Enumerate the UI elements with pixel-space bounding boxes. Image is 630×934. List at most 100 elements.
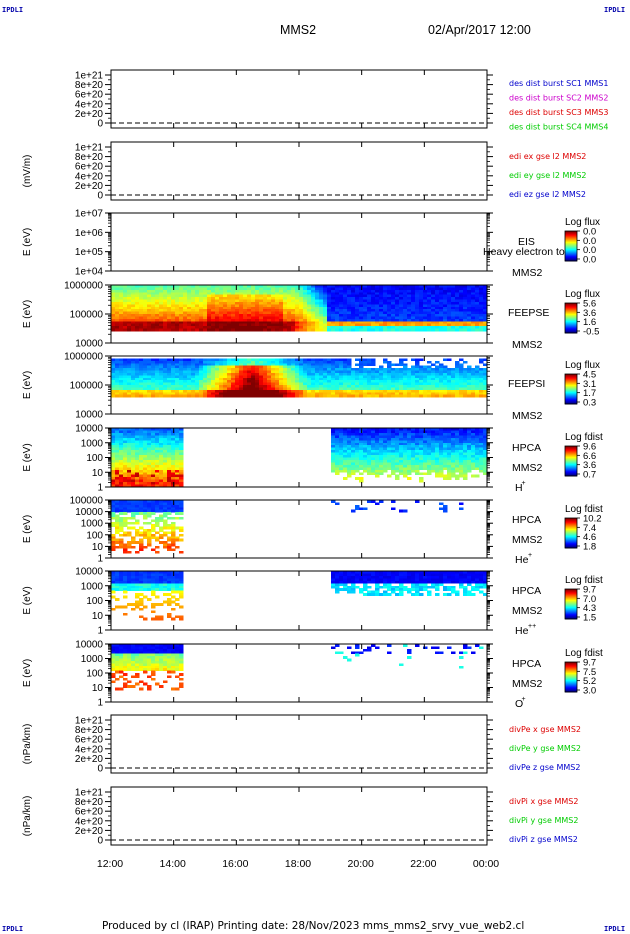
spectrogram-cell: [275, 392, 280, 396]
spectrogram-cell: [435, 360, 440, 364]
spectrogram-cell: [227, 372, 232, 376]
spectrogram-cell: [399, 311, 404, 315]
spectrogram-cell: [239, 301, 244, 305]
spectrogram-cell: [467, 394, 472, 398]
spectrogram-cell: [443, 289, 448, 293]
spectrogram-cell: [227, 285, 232, 288]
spectrogram-cell: [151, 328, 156, 332]
spectrogram-cell: [407, 301, 412, 305]
spectrogram-cell: [219, 370, 224, 374]
spectrogram-cell: [163, 394, 168, 398]
spectrogram-cell: [159, 394, 164, 398]
spectrogram-cell: [155, 377, 160, 381]
spectrogram-cell: [135, 363, 140, 367]
spectrogram-cell: [119, 477, 124, 481]
spectrogram-cell: [347, 459, 352, 463]
spectrogram-cell: [215, 385, 220, 388]
spectrogram-cell: [167, 323, 172, 327]
spectrogram-cell: [463, 328, 468, 332]
spectrogram-cell: [111, 294, 116, 298]
spectrogram-cell: [247, 316, 252, 320]
spectrogram-cell: [283, 326, 288, 329]
spectrogram-cell: [335, 459, 340, 463]
spectrogram-cell: [327, 363, 332, 367]
spectrogram-cell: [447, 447, 452, 451]
spectrogram-cell: [131, 477, 136, 481]
spectrogram-cell: [299, 318, 304, 322]
spectrogram-cell: [423, 375, 428, 379]
spectrogram-cell: [447, 382, 452, 386]
spectrogram-cell: [299, 309, 304, 312]
spectrogram-cell: [455, 477, 460, 481]
spectrogram-cell: [111, 437, 116, 441]
spectrogram-cell: [375, 437, 380, 441]
spectrogram-cell: [175, 304, 180, 308]
colorbar-step: [565, 305, 577, 307]
spectrogram-cell: [231, 382, 236, 386]
spectrogram-cell: [183, 301, 188, 305]
spectrogram-cell: [259, 287, 264, 291]
spectrogram-cell: [283, 360, 288, 364]
spectrogram-cell: [203, 323, 208, 327]
spectrogram-cell: [303, 318, 308, 322]
spectrogram-cell: [175, 311, 180, 315]
spectrogram-cell: [183, 311, 188, 315]
spectrogram-cell: [371, 385, 376, 388]
spectrogram-cell: [323, 309, 328, 312]
spectrogram-cell: [387, 385, 392, 388]
spectrogram-cell: [455, 455, 460, 458]
spectrogram-cell: [183, 326, 188, 329]
spectrogram-cell: [363, 435, 368, 439]
spectrogram-cell: [191, 363, 196, 367]
spectrogram-cell: [407, 389, 412, 393]
spectrogram-cell: [347, 450, 352, 453]
spectrogram-cell: [255, 358, 260, 362]
spectrogram-cell: [239, 306, 244, 310]
spectrogram-cell: [203, 289, 208, 293]
spectrogram-cell: [135, 382, 140, 386]
spectrogram-cell: [455, 311, 460, 315]
spectrogram-cell: [463, 309, 468, 312]
spectrogram-cell: [143, 432, 148, 436]
spectrogram-cell: [471, 323, 476, 327]
y-tick-label: 1: [97, 483, 103, 494]
spectrogram-cell: [131, 442, 136, 446]
spectrogram-cell: [247, 287, 252, 291]
spectrogram-cell: [335, 445, 340, 449]
spectrogram-cell: [175, 380, 180, 383]
spectrogram-cell: [299, 304, 304, 308]
spectrogram-cell: [395, 437, 400, 441]
spectrogram-cell: [471, 447, 476, 451]
spectrogram-cell: [399, 455, 404, 458]
spectrogram-cell: [199, 370, 204, 374]
spectrogram-cell: [243, 323, 248, 327]
spectrogram-cell: [479, 455, 484, 458]
spectrogram-cell: [195, 321, 200, 325]
spectrogram-cell: [339, 392, 344, 396]
spectrogram-cell: [231, 314, 236, 317]
spectrogram-cell: [287, 389, 292, 393]
spectrogram-cell: [111, 469, 116, 473]
spectrogram-cell: [383, 452, 388, 456]
spectrogram-cell: [379, 368, 384, 371]
spectrogram-cell: [443, 285, 448, 288]
spectrogram-cell: [235, 309, 240, 312]
spectrogram-cell: [375, 372, 380, 376]
spectrogram-cell: [131, 287, 136, 291]
spectrogram-cell: [195, 294, 200, 298]
spectrogram-cell: [439, 430, 444, 434]
spectrogram-cell: [239, 328, 244, 332]
spectrogram-cell: [407, 394, 412, 398]
spectrogram-cell: [179, 482, 184, 485]
spectrogram-cell: [279, 292, 284, 296]
spectrogram-cell: [347, 323, 352, 327]
spectrogram-cell: [279, 311, 284, 315]
spectrogram-cell: [139, 289, 144, 293]
spectrogram-cell: [199, 294, 204, 298]
spectrogram-cell: [447, 301, 452, 305]
spectrogram-cell: [167, 304, 172, 308]
spectrogram-cell: [359, 316, 364, 320]
spectrogram-cell: [427, 464, 432, 468]
spectrogram-cell: [187, 318, 192, 322]
colorbar-step: [565, 318, 577, 320]
